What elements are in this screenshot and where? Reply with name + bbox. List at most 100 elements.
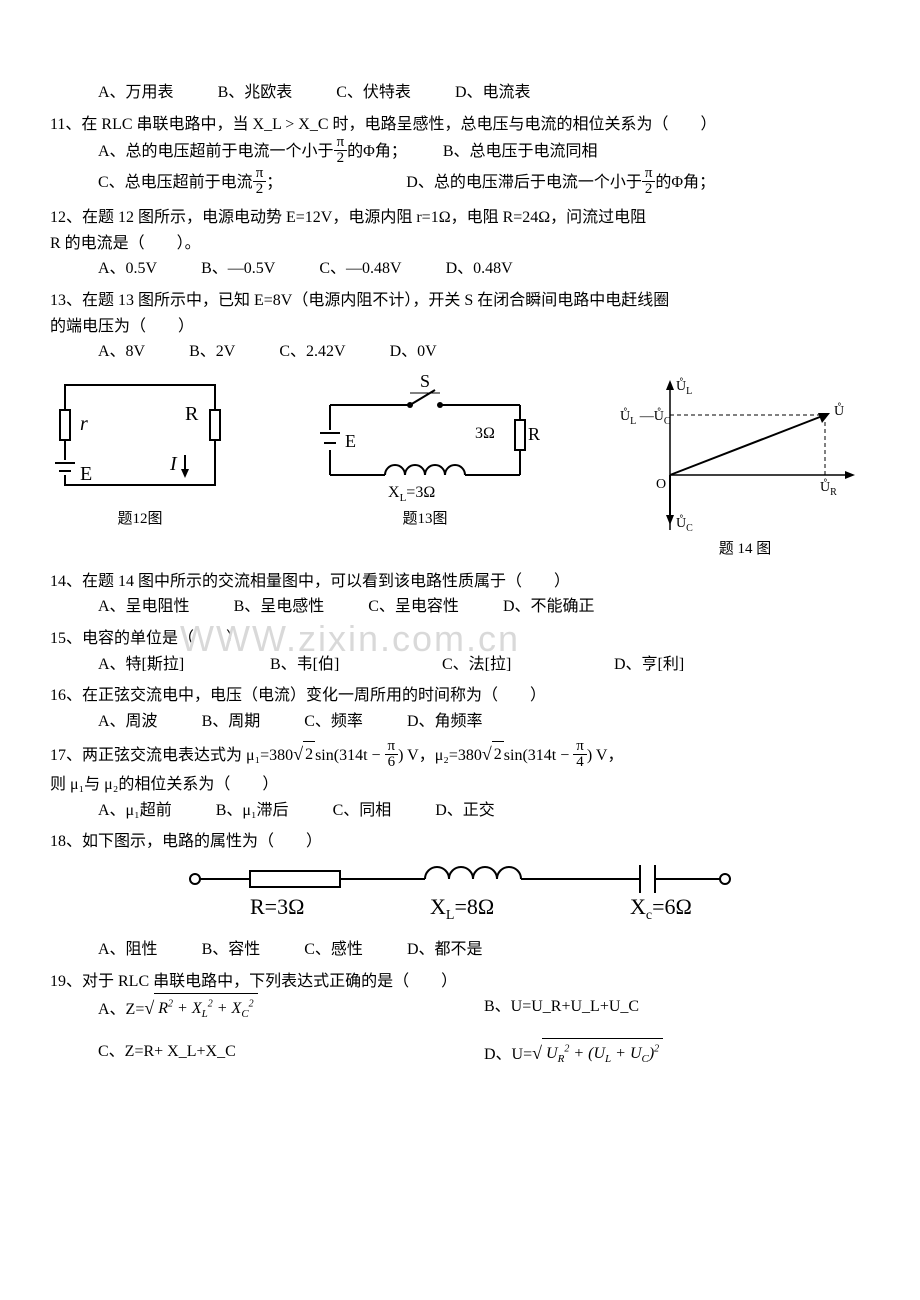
q12-c: C、—0.48V xyxy=(319,256,401,282)
q14-c: C、呈电容性 xyxy=(368,594,459,620)
svg-text:3Ω: 3Ω xyxy=(475,425,495,442)
q11-d: D、总的电压滞后于电流一个小于π2的Φ角； xyxy=(406,174,715,191)
q14: 14、在题 14 图中所示的交流相量图中，可以看到该电路性质属于（ ） A、呈电… xyxy=(50,569,870,620)
q19-stem: 19、对于 RLC 串联电路中，下列表达式正确的是（ ） xyxy=(50,969,870,995)
q17-stem: 17、两正弦交流电表达式为 μ₁=3802sin(314t − π6) V，μ₂… xyxy=(50,740,870,772)
q12-b: B、—0.5V xyxy=(201,256,275,282)
frac-pi-2-b: π2 xyxy=(253,166,267,197)
q14-d: D、不能确正 xyxy=(503,594,595,620)
fig12-box: r E R I 题12图 xyxy=(50,375,230,531)
fig14-box: ŮL Ů ŮL —ŮC O ŮR ŮC 题 14 图 xyxy=(620,375,870,561)
fig12-svg: r E R I xyxy=(50,375,230,505)
svg-text:ŮC: ŮC xyxy=(676,513,693,534)
q18-c: C、感性 xyxy=(304,937,363,963)
q11-d-post: 的Φ角； xyxy=(655,174,715,191)
frac-pi-6: π6 xyxy=(385,739,399,770)
q18: 18、如下图示，电路的属性为（ ） R=3Ω XL=8Ω Xc=6Ω A、阻性 … xyxy=(50,829,870,962)
q13-a: A、8V xyxy=(98,339,145,365)
q10-c: C、伏特表 xyxy=(336,80,411,106)
q13-b: B、2V xyxy=(189,339,235,365)
fig13-box: S E R 3Ω XL=3Ω 题13图 xyxy=(310,375,540,531)
q19-d-sqrt: UR2 + (UL + UC)2 xyxy=(532,1039,663,1072)
q18-stem: 18、如下图示，电路的属性为（ ） xyxy=(50,829,870,855)
q17-post: ) V， xyxy=(587,747,624,764)
frac-pi-4: π4 xyxy=(573,739,587,770)
q16: 16、在正弦交流电中，电压（电流）变化一周所用的时间称为（ ） A、周波 B、周… xyxy=(50,683,870,734)
q15-a: A、特[斯拉] xyxy=(98,652,226,678)
q11: 11、在 RLC 串联电路中，当 X_L > X_C 时，电路呈感性，总电压与电… xyxy=(50,112,870,200)
q13: 13、在题 13 图所示中，已知 E=8V（电源内阻不计），开关 S 在闭合瞬间… xyxy=(50,288,870,365)
q12-d: D、0.48V xyxy=(446,256,513,282)
q15-stem: 15、电容的单位是（ ） xyxy=(50,626,870,652)
fig14-svg: ŮL Ů ŮL —ŮC O ŮR ŮC xyxy=(620,375,870,535)
q19-a-pre: A、Z= xyxy=(98,1001,144,1018)
svg-text:XL=3Ω: XL=3Ω xyxy=(388,484,435,504)
q16-b: B、周期 xyxy=(202,709,261,735)
svg-text:O: O xyxy=(656,477,666,492)
svg-text:E: E xyxy=(345,431,356,451)
q18-d: D、都不是 xyxy=(407,937,483,963)
q17-mid2: ) V，μ₂=380 xyxy=(398,747,482,764)
q17-mid3: sin(314t − xyxy=(504,747,573,764)
q16-d: D、角频率 xyxy=(407,709,483,735)
q11-c-post: ； xyxy=(266,174,282,191)
q10-choices: A、万用表 B、兆欧表 C、伏特表 D、电流表 xyxy=(50,80,870,106)
q17-pre: 17、两正弦交流电表达式为 μ₁=380 xyxy=(50,747,293,764)
q12-a: A、0.5V xyxy=(98,256,157,282)
q16-c: C、频率 xyxy=(304,709,363,735)
svg-text:I: I xyxy=(169,453,178,475)
q11-c-pre: C、总电压超前于电流 xyxy=(98,174,253,191)
q11-b: B、总电压于电流同相 xyxy=(443,143,598,160)
q19-d: D、U=UR2 + (UL + UC)2 xyxy=(484,1039,663,1072)
q18-b: B、容性 xyxy=(202,937,261,963)
svg-text:Ů: Ů xyxy=(834,401,844,419)
svg-text:ŮR: ŮR xyxy=(820,477,837,498)
svg-text:S: S xyxy=(420,375,430,391)
q17-d: D、正交 xyxy=(435,798,495,824)
q10-a: A、万用表 xyxy=(98,80,174,106)
q14-b: B、呈电感性 xyxy=(234,594,325,620)
q10-d: D、电流表 xyxy=(455,80,531,106)
q19-c: C、Z=R+ X_L+X_C xyxy=(98,1039,484,1072)
q19: 19、对于 RLC 串联电路中，下列表达式正确的是（ ） A、Z=R2 + XL… xyxy=(50,969,870,1072)
q13-stem1: 13、在题 13 图所示中，已知 E=8V（电源内阻不计），开关 S 在闭合瞬间… xyxy=(50,288,870,314)
q13-d: D、0V xyxy=(390,339,437,365)
q13-c: C、2.42V xyxy=(279,339,345,365)
svg-text:Xc=6Ω: Xc=6Ω xyxy=(630,894,692,923)
q12: 12、在题 12 图所示，电源电动势 E=12V，电源内阻 r=1Ω，电阻 R=… xyxy=(50,205,870,282)
q16-stem: 16、在正弦交流电中，电压（电流）变化一周所用的时间称为（ ） xyxy=(50,683,870,709)
figures-row: r E R I 题12图 S xyxy=(50,375,870,561)
svg-text:XL=8Ω: XL=8Ω xyxy=(430,894,494,923)
frac-pi-2-c: π2 xyxy=(642,166,656,197)
fig14-label: 题 14 图 xyxy=(620,537,870,561)
svg-text:E: E xyxy=(80,463,92,485)
q17-mid1: sin(314t − xyxy=(315,747,384,764)
q17-a: A、μ₁超前 xyxy=(98,798,172,824)
svg-text:R=3Ω: R=3Ω xyxy=(250,894,304,919)
q11-a-post: 的Φ角； xyxy=(347,143,407,160)
q14-a: A、呈电阻性 xyxy=(98,594,190,620)
fig12-label: 题12图 xyxy=(50,507,230,531)
sqrt2-a: 2 xyxy=(293,740,315,769)
q11-c: C、总电压超前于电流π2； xyxy=(98,174,286,191)
q15: 15、电容的单位是（ ） A、特[斯拉] B、韦[伯] C、法[拉] D、亨[利… xyxy=(50,626,870,677)
q11-d-pre: D、总的电压滞后于电流一个小于 xyxy=(406,174,642,191)
q17-b: B、μ₁滞后 xyxy=(216,798,289,824)
q16-a: A、周波 xyxy=(98,709,158,735)
fig13-label: 题13图 xyxy=(310,507,540,531)
sqrt2-b: 2 xyxy=(482,740,504,769)
q10-b: B、兆欧表 xyxy=(218,80,293,106)
svg-text:R: R xyxy=(528,424,540,444)
q17-c: C、同相 xyxy=(333,798,392,824)
q17-stem2: 则 μ₁与 μ₂的相位关系为（ ） xyxy=(50,772,870,798)
q11-a-pre: A、总的电压超前于电流一个小于 xyxy=(98,143,334,160)
svg-text:ŮL —ŮC: ŮL —ŮC xyxy=(620,406,671,427)
fig13-svg: S E R 3Ω XL=3Ω xyxy=(310,375,540,505)
q13-stem2: 的端电压为（ ） xyxy=(50,314,870,340)
svg-text:ŮL: ŮL xyxy=(676,376,692,397)
q11-stem: 11、在 RLC 串联电路中，当 X_L > X_C 时，电路呈感性，总电压与电… xyxy=(50,112,870,138)
q11-a: A、总的电压超前于电流一个小于π2的Φ角； xyxy=(98,143,411,160)
q17: 17、两正弦交流电表达式为 μ₁=3802sin(314t − π6) V，μ₂… xyxy=(50,740,870,823)
frac-pi-2: π2 xyxy=(334,135,348,166)
q19-d-pre: D、U= xyxy=(484,1046,532,1063)
